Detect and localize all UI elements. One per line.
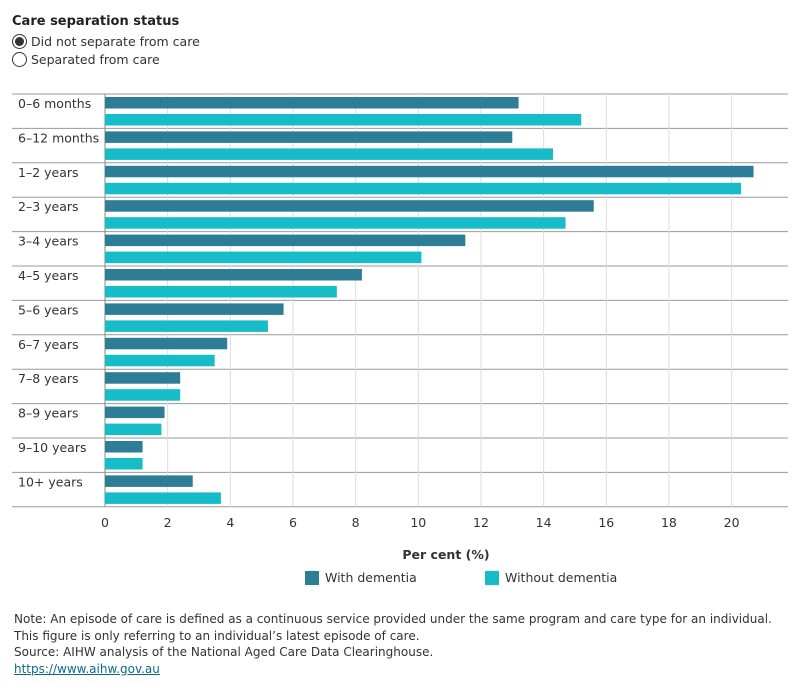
x-tick-label: 10 — [410, 515, 426, 530]
notes: Note: An episode of care is defined as a… — [14, 611, 784, 677]
x-tick-label: 6 — [289, 515, 297, 530]
legend-label: Without dementia — [505, 570, 618, 585]
bar[interactable] — [105, 165, 754, 178]
bar[interactable] — [105, 148, 554, 160]
category-label: 0–6 months — [18, 96, 91, 111]
category-label: 1–2 years — [18, 165, 79, 180]
bar[interactable] — [105, 269, 362, 281]
category-label: 7–8 years — [18, 371, 79, 386]
bar[interactable] — [105, 97, 519, 109]
category-label: 8–9 years — [18, 406, 79, 421]
category-label: 6–7 years — [18, 337, 79, 352]
bar[interactable] — [105, 441, 143, 453]
bar[interactable] — [105, 389, 181, 401]
legend-with-dementia[interactable]: With dementia — [305, 570, 417, 585]
x-tick-label: 20 — [724, 515, 740, 530]
x-tick-label: 14 — [536, 515, 552, 530]
bar-chart: 0–6 months 6–12 months 1–2 years 2–3 years 3… — [12, 93, 788, 562]
bar[interactable] — [105, 234, 466, 247]
bar[interactable] — [105, 406, 165, 419]
source-text: Source: AIHW analysis of the National Ag… — [14, 645, 434, 659]
bar[interactable] — [105, 372, 181, 384]
bar[interactable] — [105, 492, 221, 504]
bar[interactable] — [105, 337, 228, 350]
bar[interactable] — [105, 286, 337, 298]
radio-selected-icon[interactable] — [12, 33, 27, 49]
bar[interactable] — [105, 354, 215, 367]
x-axis-title: Per cent (%) — [402, 547, 489, 562]
radio-did-not-separate[interactable]: Did not separate from care — [12, 32, 200, 50]
category-label: 2–3 years — [18, 199, 79, 214]
radio-unselected-icon[interactable] — [12, 51, 27, 67]
filter-title: Care separation status — [12, 14, 180, 29]
bar[interactable] — [105, 458, 143, 470]
x-tick-label: 8 — [352, 515, 360, 530]
radio-separated[interactable]: Separated from care — [12, 50, 160, 68]
source-link[interactable]: https://www.aihw.gov.au — [14, 661, 160, 676]
category-label: 3–4 years — [18, 234, 79, 249]
category-label: 6–12 months — [18, 130, 99, 145]
category-label: 10+ years — [18, 474, 83, 489]
legend-swatch — [485, 570, 499, 585]
legend-label: With dementia — [325, 570, 417, 585]
category-label: 5–6 years — [18, 302, 79, 317]
bar[interactable] — [105, 423, 162, 436]
bar[interactable] — [105, 200, 594, 212]
legend-without-dementia[interactable]: Without dementia — [485, 570, 617, 585]
category-label: 9–10 years — [18, 440, 86, 455]
note-text: Note: An episode of care is defined as a… — [14, 612, 772, 643]
bar[interactable] — [105, 182, 741, 195]
bar[interactable] — [105, 251, 422, 264]
legend-swatch — [305, 570, 319, 585]
x-tick-label: 12 — [473, 515, 489, 530]
x-tick-label: 0 — [101, 515, 109, 530]
bar[interactable] — [105, 303, 284, 315]
x-tick-label: 16 — [598, 515, 614, 530]
x-tick-label: 4 — [226, 515, 234, 530]
x-tick-label: 18 — [661, 515, 677, 530]
radio-label: Did not separate from care — [31, 33, 200, 49]
x-tick-label: 2 — [164, 515, 172, 530]
bar[interactable] — [105, 131, 513, 143]
bar[interactable] — [105, 475, 193, 487]
radio-label: Separated from care — [31, 51, 160, 67]
bar[interactable] — [105, 217, 566, 229]
bar[interactable] — [105, 114, 582, 126]
category-label: 4–5 years — [18, 268, 79, 283]
bar[interactable] — [105, 320, 268, 332]
